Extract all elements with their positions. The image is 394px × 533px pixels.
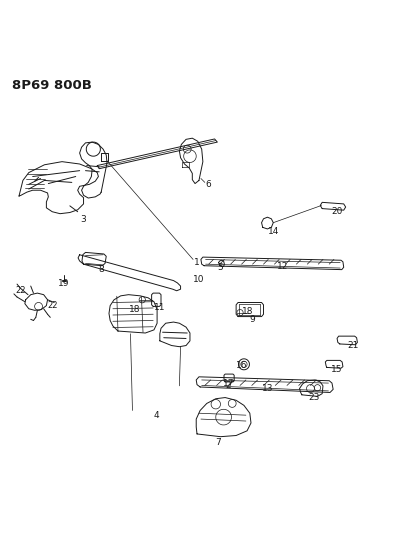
Text: 20: 20 [331,207,343,216]
Text: 16: 16 [236,361,248,369]
Text: 22: 22 [15,286,26,295]
Text: 23: 23 [309,393,320,402]
Text: 10: 10 [193,276,205,284]
Text: 8P69 800B: 8P69 800B [11,79,91,93]
Text: 6: 6 [205,180,211,189]
Text: 21: 21 [348,341,359,350]
Text: 12: 12 [277,262,289,271]
Text: 17: 17 [223,379,234,389]
Text: 14: 14 [268,227,279,236]
Text: 3: 3 [81,215,86,224]
Text: 18: 18 [129,305,140,314]
Text: 18: 18 [242,307,254,316]
Text: 13: 13 [262,384,273,393]
Text: 9: 9 [249,315,255,324]
Text: 2: 2 [225,381,231,390]
Text: 5: 5 [217,263,223,272]
Text: 1: 1 [194,258,200,267]
Text: 22: 22 [47,301,58,310]
Text: 8: 8 [98,265,104,274]
Text: 7: 7 [216,438,221,447]
Text: 19: 19 [58,279,70,288]
Text: 11: 11 [154,303,165,312]
Text: 4: 4 [153,411,159,421]
Text: 15: 15 [331,365,343,374]
